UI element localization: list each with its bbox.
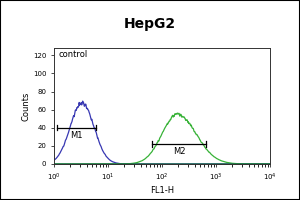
Y-axis label: Counts: Counts [21, 91, 30, 121]
Text: M2: M2 [173, 147, 185, 156]
Text: control: control [58, 50, 88, 59]
Text: M1: M1 [70, 131, 83, 140]
X-axis label: FL1-H: FL1-H [150, 186, 174, 195]
Text: HepG2: HepG2 [124, 17, 176, 31]
